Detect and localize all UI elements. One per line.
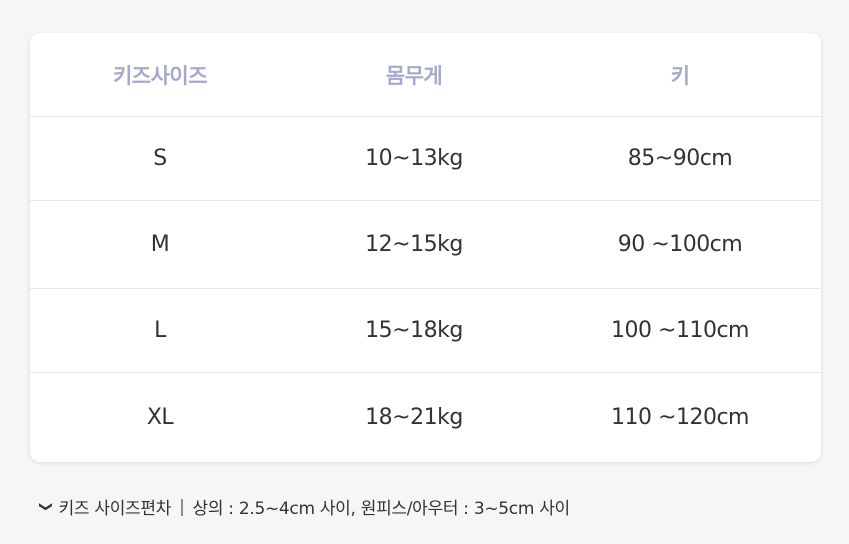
header-kids-size: 키즈사이즈 bbox=[112, 63, 208, 88]
note-text: 상의 : 2.5~4cm 사이, 원피스/아우터 : 3~5cm 사이 bbox=[192, 499, 571, 519]
table-row: L 15~18kg 100 ~110cm bbox=[30, 289, 821, 373]
header-weight: 몸무게 bbox=[385, 63, 443, 88]
table-row: M 12~15kg 90 ~100cm bbox=[30, 201, 821, 289]
size-cell: M bbox=[150, 232, 170, 257]
weight-cell: 15~18kg bbox=[365, 318, 463, 343]
size-cell: L bbox=[154, 318, 166, 343]
weight-cell: 18~21kg bbox=[365, 405, 463, 430]
weight-cell: 12~15kg bbox=[365, 232, 463, 257]
table-header-row: 키즈사이즈 몸무게 키 bbox=[30, 33, 821, 117]
height-cell: 100 ~110cm bbox=[611, 318, 749, 343]
table-row: XL 18~21kg 110 ~120cm bbox=[30, 373, 821, 462]
height-cell: 110 ~120cm bbox=[611, 405, 749, 430]
chevron-down-icon: ❯ bbox=[37, 501, 53, 512]
size-cell: XL bbox=[146, 405, 174, 430]
size-table: 키즈사이즈 몸무게 키 S 10~13kg 85~90cm M 12~15kg … bbox=[30, 33, 821, 462]
height-cell: 90 ~100cm bbox=[617, 232, 743, 257]
size-cell: S bbox=[153, 146, 167, 171]
weight-cell: 10~13kg bbox=[365, 146, 463, 171]
note-separator: | bbox=[179, 496, 185, 517]
note-label: 키즈 사이즈편차 bbox=[58, 499, 172, 519]
header-height: 키 bbox=[670, 63, 690, 88]
height-cell: 85~90cm bbox=[627, 146, 733, 171]
size-deviation-note: ❯ 키즈 사이즈편차 | 상의 : 2.5~4cm 사이, 원피스/아우터 : … bbox=[37, 494, 571, 520]
table-row: S 10~13kg 85~90cm bbox=[30, 117, 821, 201]
